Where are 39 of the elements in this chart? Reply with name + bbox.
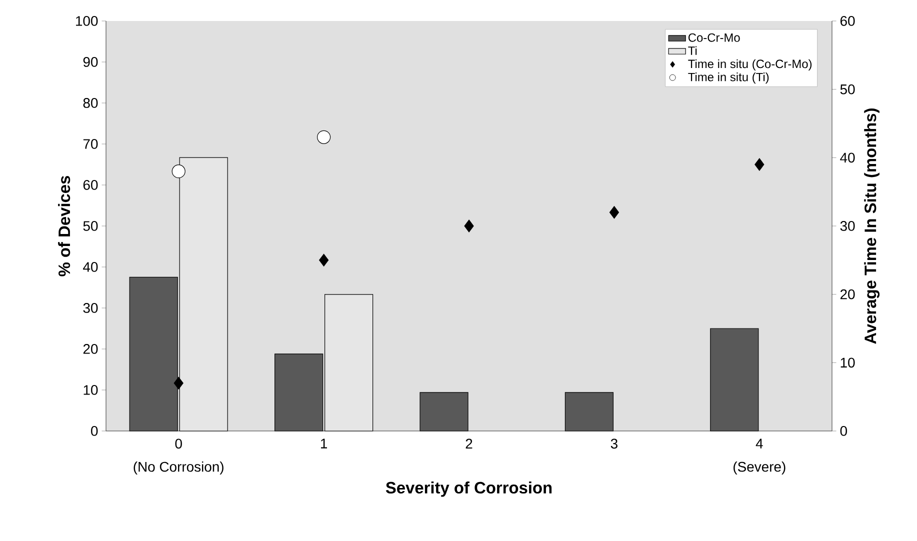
x-tick-label: 3 — [610, 438, 618, 449]
y-axis-title: % of Devices — [58, 176, 70, 276]
y2-tick-label: 30 — [840, 221, 855, 231]
y2-tick-label: 0 — [840, 426, 847, 436]
y-tick-label: 90 — [83, 57, 98, 67]
y-tick-label: 50 — [83, 221, 98, 231]
point — [319, 254, 329, 266]
y2-tick-label: 60 — [840, 16, 855, 26]
legend-label: Time in situ (Ti) — [688, 72, 769, 84]
y2-tick-label: 40 — [840, 152, 855, 163]
y-tick-label: 80 — [83, 98, 98, 108]
y-tick-label: 40 — [83, 262, 98, 272]
x-tick-label: 4 — [756, 438, 763, 448]
legend-label: Co-Cr-Mo — [688, 33, 740, 42]
y-tick-label: 20 — [83, 344, 98, 354]
x-tick-label: 2 — [466, 438, 472, 448]
y2-tick-label: 50 — [840, 84, 855, 94]
y-tick-label: 10 — [84, 385, 98, 395]
point — [609, 206, 620, 219]
point — [317, 130, 331, 144]
y2-tick-label: 20 — [840, 289, 855, 300]
x-tick-label: 1 — [320, 438, 328, 448]
y-tick-label: 70 — [83, 139, 98, 149]
point — [174, 376, 184, 390]
y-tick-label: 60 — [83, 180, 98, 190]
y-tick-label: 0 — [91, 426, 98, 436]
text: (Severe) — [734, 462, 786, 475]
y-tick-label: 30 — [83, 303, 98, 313]
x-tick-label: 0 — [175, 438, 182, 449]
y-tick-label: 100 — [76, 16, 98, 26]
y2-axis-title: Average Time In Situ (months) — [864, 108, 880, 344]
point — [754, 158, 764, 171]
legend-label: Ti — [688, 46, 697, 55]
point — [464, 220, 474, 232]
legend-label: Time in situ (Co-Cr-Mo) — [688, 59, 812, 70]
x-axis-title: Severity of Corrosion — [386, 481, 552, 497]
point — [172, 164, 186, 178]
y2-tick-label: 10 — [840, 358, 855, 368]
text: (No Corrosion) — [134, 462, 224, 475]
